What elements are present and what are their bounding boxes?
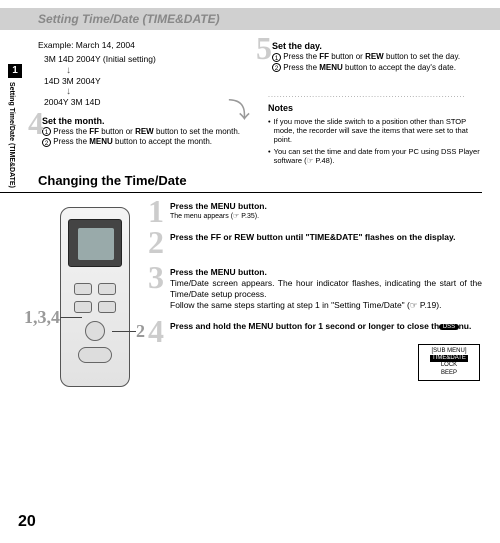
lower-step-3: 3 Press the MENU button. Time/Date scree…	[158, 267, 482, 311]
left-column: Example: March 14, 2004 3M 14D 2004Y (In…	[38, 40, 252, 165]
device-buttons	[72, 279, 118, 369]
lower-step-4-num: 4	[148, 315, 164, 347]
note-1: If you move the slide switch to a positi…	[274, 117, 482, 145]
circled-1-icon: 1	[272, 53, 281, 62]
note-2: You can set the time and date from your …	[274, 147, 482, 166]
lcd-badge: DSS	[439, 324, 459, 330]
lcd-row1: [SUB MENU]	[421, 348, 477, 355]
lower-step-3-body2: Follow the same steps starting at step 1…	[170, 300, 482, 311]
device-screen	[68, 219, 122, 267]
section-title: Changing the Time/Date	[0, 171, 482, 193]
side-chapter-label: Setting Time/Date (TIME&DATE)	[8, 82, 15, 188]
step-4-title: Set the month.	[42, 115, 252, 127]
lcd-row3: LOCK	[421, 362, 477, 369]
mini-lcd: DSS [SUB MENU] TIME&DATE LOCK BEEP	[418, 324, 480, 381]
right-column: 5 Set the day. 1 Press the FF button or …	[268, 40, 482, 165]
page-number: 20	[18, 513, 36, 531]
lower-step-3-num: 3	[148, 261, 164, 293]
lcd-row4: BEEP	[421, 370, 477, 377]
lcd-box: [SUB MENU] TIME&DATE LOCK BEEP	[418, 344, 480, 381]
step-5-title: Set the day.	[272, 40, 482, 52]
lower-step-2: 2 Press the FF or REW button until "TIME…	[158, 232, 482, 243]
callout-line	[112, 331, 136, 332]
notes-title: Notes	[268, 102, 482, 114]
lower-step-1-num: 1	[148, 195, 164, 227]
step-4: 4 Set the month. 1 Press the FF button o…	[38, 115, 252, 148]
notes-body: If you move the slide switch to a positi…	[268, 117, 482, 166]
step-5: 5 Set the day. 1 Press the FF button or …	[268, 40, 482, 73]
side-chapter-tab: 1	[8, 64, 22, 78]
step-5-number: 5	[256, 32, 272, 64]
page-header: Setting Time/Date (TIME&DATE)	[0, 8, 500, 30]
callout-left: 1,3,4	[24, 307, 60, 328]
lower-step-1-body: The menu appears (☞ P.35).	[170, 212, 482, 221]
upper-columns: Example: March 14, 2004 3M 14D 2004Y (In…	[0, 30, 500, 171]
lower-step-3-body1: Time/Date screen appears. The hour indic…	[170, 278, 482, 300]
example-block: Example: March 14, 2004 3M 14D 2004Y (In…	[38, 40, 252, 109]
circled-2-icon: 2	[272, 63, 281, 72]
arrow-down-icon: ↓	[38, 87, 252, 97]
callout-mid: 2	[136, 321, 145, 342]
lower-step-1: 1 Press the MENU button. The menu appear…	[158, 201, 482, 221]
callout-line	[60, 317, 82, 318]
device-illustration: 1,3,4 2	[30, 201, 150, 401]
example-line-3: 2004Y 3M 14D	[38, 97, 252, 108]
step-5-body: 1 Press the FF button or REW button to s…	[272, 52, 482, 73]
lcd-row2: TIME&DATE	[430, 355, 468, 362]
step-4-number: 4	[28, 107, 44, 139]
example-lead: Example: March 14, 2004	[38, 40, 252, 51]
lower-step-2-num: 2	[148, 226, 164, 258]
separator-dots: ........................................…	[268, 91, 482, 100]
arrow-down-icon: ↓	[38, 66, 252, 76]
step-4-body: 1 Press the FF button or REW button to s…	[42, 127, 252, 148]
